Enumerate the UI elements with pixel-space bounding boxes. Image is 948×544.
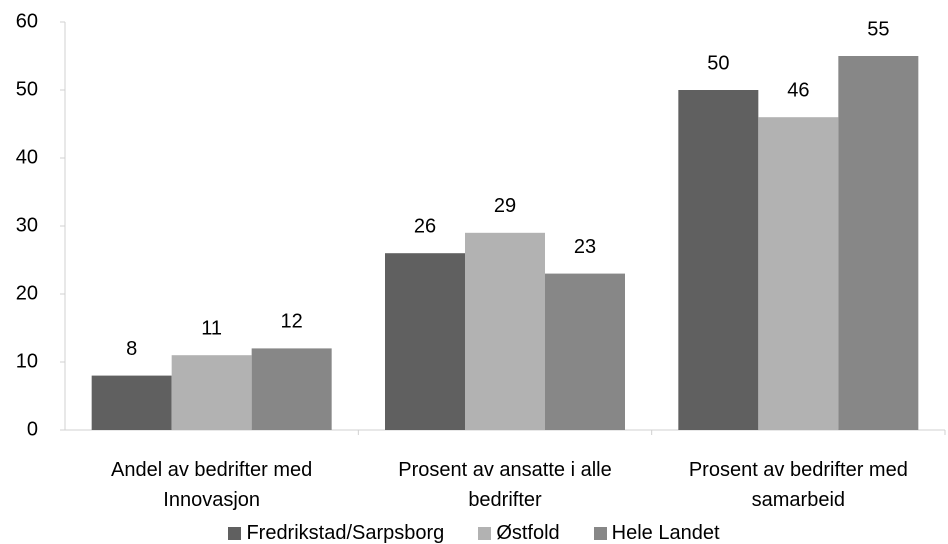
legend-item: Hele Landet — [593, 522, 720, 544]
x-tick-label: Andel av bedrifter med Innovasjon — [111, 459, 313, 511]
legend-item: Fredrikstad/Sarpsborg — [228, 522, 444, 544]
y-tick-label: 0 — [27, 418, 38, 440]
data-label: 46 — [787, 79, 809, 101]
y-tick-label: 60 — [16, 10, 38, 32]
legend-label: Hele Landet — [611, 522, 720, 544]
y-tick-label: 10 — [16, 350, 38, 372]
legend-label: Østfold — [496, 522, 560, 544]
bar — [251, 348, 332, 430]
data-label: 26 — [414, 215, 436, 237]
bar — [678, 90, 759, 430]
data-label: 23 — [574, 236, 596, 258]
bar — [758, 117, 839, 430]
y-tick-label: 50 — [16, 78, 38, 100]
bar — [465, 232, 545, 430]
legend-swatch — [228, 526, 242, 540]
y-tick-label: 40 — [16, 146, 38, 168]
bar — [838, 56, 919, 430]
x-tick-label: Prosent av bedrifter med samarbeid — [688, 459, 908, 511]
data-label: 12 — [281, 311, 303, 333]
bar — [385, 253, 465, 430]
data-label: 55 — [867, 18, 889, 40]
legend: Fredrikstad/Sarpsborg Østfold Hele Landet — [0, 522, 948, 544]
data-label: 50 — [707, 52, 729, 74]
bar — [545, 273, 625, 430]
data-label: 11 — [201, 317, 222, 339]
y-tick-label: 20 — [16, 282, 38, 304]
legend-swatch — [593, 526, 607, 540]
y-tick-label: 30 — [16, 214, 38, 236]
data-label: 29 — [494, 195, 516, 217]
x-tick-label: Prosent av ansatte i alle bedrifter — [398, 459, 612, 511]
legend-item: Østfold — [478, 522, 560, 544]
bar — [171, 355, 252, 430]
legend-label: Fredrikstad/Sarpsborg — [246, 522, 445, 544]
bar — [91, 375, 172, 430]
data-label: 8 — [126, 338, 137, 360]
legend-swatch — [478, 526, 492, 540]
